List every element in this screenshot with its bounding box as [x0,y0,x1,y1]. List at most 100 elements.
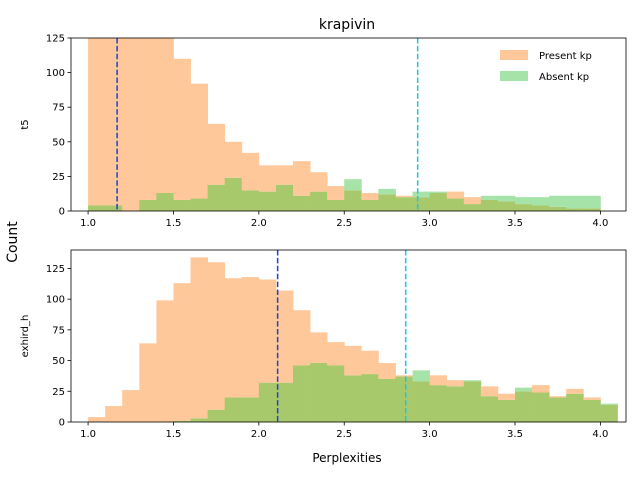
present-kp-bar [361,350,379,375]
legend-label: Absent kp [539,72,589,83]
present-kp-bar [258,165,277,192]
overlap-bar [532,392,550,422]
overlap-bar [224,397,243,422]
present-kp-bar [293,161,311,196]
overlap-bar [480,199,499,211]
y-tick-label: 100 [46,68,65,79]
overlap-bar [566,208,584,211]
overlap-bar [139,199,157,211]
x-tick-label: 1.0 [80,429,96,440]
overlap-bar [515,391,533,422]
present-kp-bar [549,396,567,398]
present-kp-bar [310,172,328,192]
present-kp-bar [310,332,328,364]
present-kp-bar [327,186,345,200]
overlap-bar [207,409,226,422]
present-kp-bar [344,345,362,376]
y-tick-label: 0 [59,207,65,218]
present-kp-bar [378,363,396,379]
overlap-bar [327,365,345,422]
absent-kp-bar [515,197,533,205]
present-kp-bar [224,141,243,178]
legend: Present kp Absent kp [500,50,592,83]
x-axis-title: Perplexities [312,451,381,465]
overlap-bar [224,177,243,211]
overlap-bar [412,197,431,211]
present-kp-bar [207,123,226,185]
overlap-bar [446,386,465,422]
overlap-bar [378,194,396,211]
overlap-bar [105,205,123,211]
x-tick-label: 4.0 [592,429,608,440]
overlap-bar [463,204,482,211]
bars-1 [88,38,601,211]
axes-frame [70,37,627,212]
present-kp-bar [190,83,209,199]
overlap-bar [497,399,516,422]
overlap-bar [429,193,448,211]
present-kp-bar [446,191,465,199]
absent-kp-bar [515,387,533,392]
overlap-bar [293,195,311,211]
overlap-bar [344,190,362,211]
overlap-bar [156,193,174,211]
overlap-bar [88,205,106,211]
x-tick-label: 2.5 [336,429,352,440]
y-axis-title: exhird_h [20,315,31,358]
present-kp-bar [173,58,191,200]
overlap-bar [583,399,601,422]
overlap-bar [412,381,431,422]
present-kp-bar [207,262,226,410]
present-kp-bar [122,38,140,211]
x-tick-label: 2.0 [251,429,267,440]
present-kp-bar [583,397,601,400]
present-kp-bar [275,290,294,383]
present-kp-bar [497,393,516,400]
overlap-bar [480,396,499,422]
overlap-bar [549,397,567,422]
y-tick-label: 75 [52,103,65,114]
present-kp-bar [241,277,260,398]
overlap-bar [258,191,277,211]
overlap-bar [241,190,260,211]
overlap-bar [258,382,277,422]
absent-kp-bar [429,191,448,194]
overlap-bar [310,363,328,422]
y-tick-label: 25 [52,387,65,398]
y-tick-label: 125 [46,34,65,45]
present-kp-bar [566,388,584,394]
overlap-bar [173,420,191,422]
absent-kp-bar [412,191,431,198]
absent-kp-bar [480,195,499,200]
chart-title: krapivin [319,17,375,33]
shared-y-axis-title: Count [5,221,21,263]
absent-kp-bar [566,195,584,209]
present-kp-bar [361,193,379,200]
overlap-bar [566,393,584,422]
legend-swatch [500,50,528,60]
overlap-bar [429,385,448,422]
present-kp-bar [139,38,157,200]
x-tick-label: 3.5 [507,429,523,440]
x-tick-label: 4.0 [592,218,608,229]
overlap-bar [310,191,328,211]
overlap-bar [463,381,482,422]
absent-kp-bar [378,188,396,195]
present-kp-bar [105,406,123,422]
x-tick-label: 3.0 [422,429,438,440]
present-kp-bar [258,279,277,383]
present-kp-bar [88,417,106,422]
present-kp-bar [139,343,157,422]
overlap-bar [361,374,379,422]
overlap-bar [275,382,294,422]
legend-swatch [500,71,528,81]
y-tick-label: 50 [52,356,65,367]
present-kp-bar [429,375,448,386]
overlap-bar [497,201,516,211]
present-kp-bar [463,197,482,205]
x-tick-label: 1.5 [166,429,182,440]
overlap-bar [275,184,294,211]
overlap-bar [361,199,379,211]
x-tick-label: 1.5 [166,218,182,229]
